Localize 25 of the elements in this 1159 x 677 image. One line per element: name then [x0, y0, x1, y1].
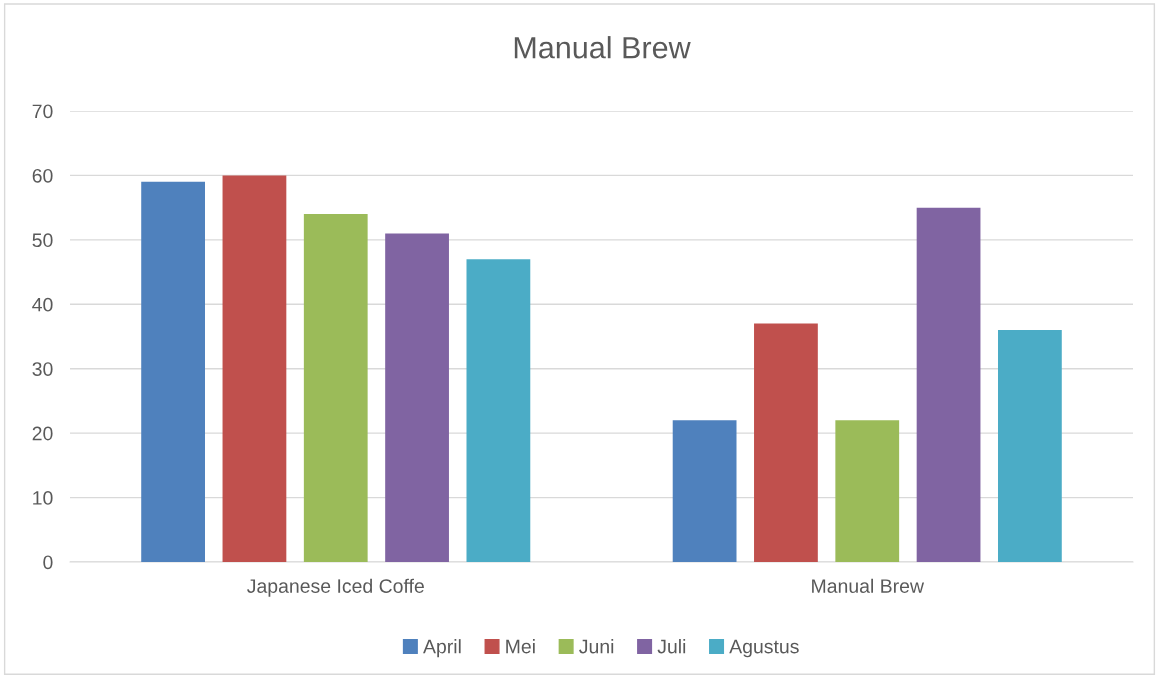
- y-tick-label: 30: [32, 362, 53, 376]
- legend-label: Juli: [657, 639, 686, 654]
- y-tick-label: 50: [32, 233, 53, 248]
- y-tick-label: 20: [32, 426, 53, 441]
- bar: [835, 420, 900, 562]
- x-tick-label: Japanese Iced Coffe: [247, 578, 424, 597]
- y-tick-label: 40: [32, 297, 53, 312]
- bar: [916, 207, 981, 562]
- bar: [222, 175, 287, 562]
- bar: [754, 323, 818, 562]
- y-tick-label: 10: [33, 491, 53, 505]
- bar: [303, 214, 368, 562]
- legend-label: Agustus: [729, 639, 799, 658]
- bar: [672, 420, 737, 562]
- y-tick-label: 0: [43, 555, 53, 570]
- y-tick-label: 60: [32, 168, 53, 183]
- y-tick-label: 70: [32, 104, 53, 119]
- bar: [466, 259, 531, 562]
- legend-label: April: [423, 639, 461, 658]
- legend-label: Juni: [579, 639, 614, 654]
- bar: [385, 233, 449, 562]
- chart-title: Manual Brew: [514, 36, 691, 59]
- legend-label: Mei: [506, 639, 535, 654]
- bar: [998, 330, 1062, 562]
- bar: [141, 181, 205, 562]
